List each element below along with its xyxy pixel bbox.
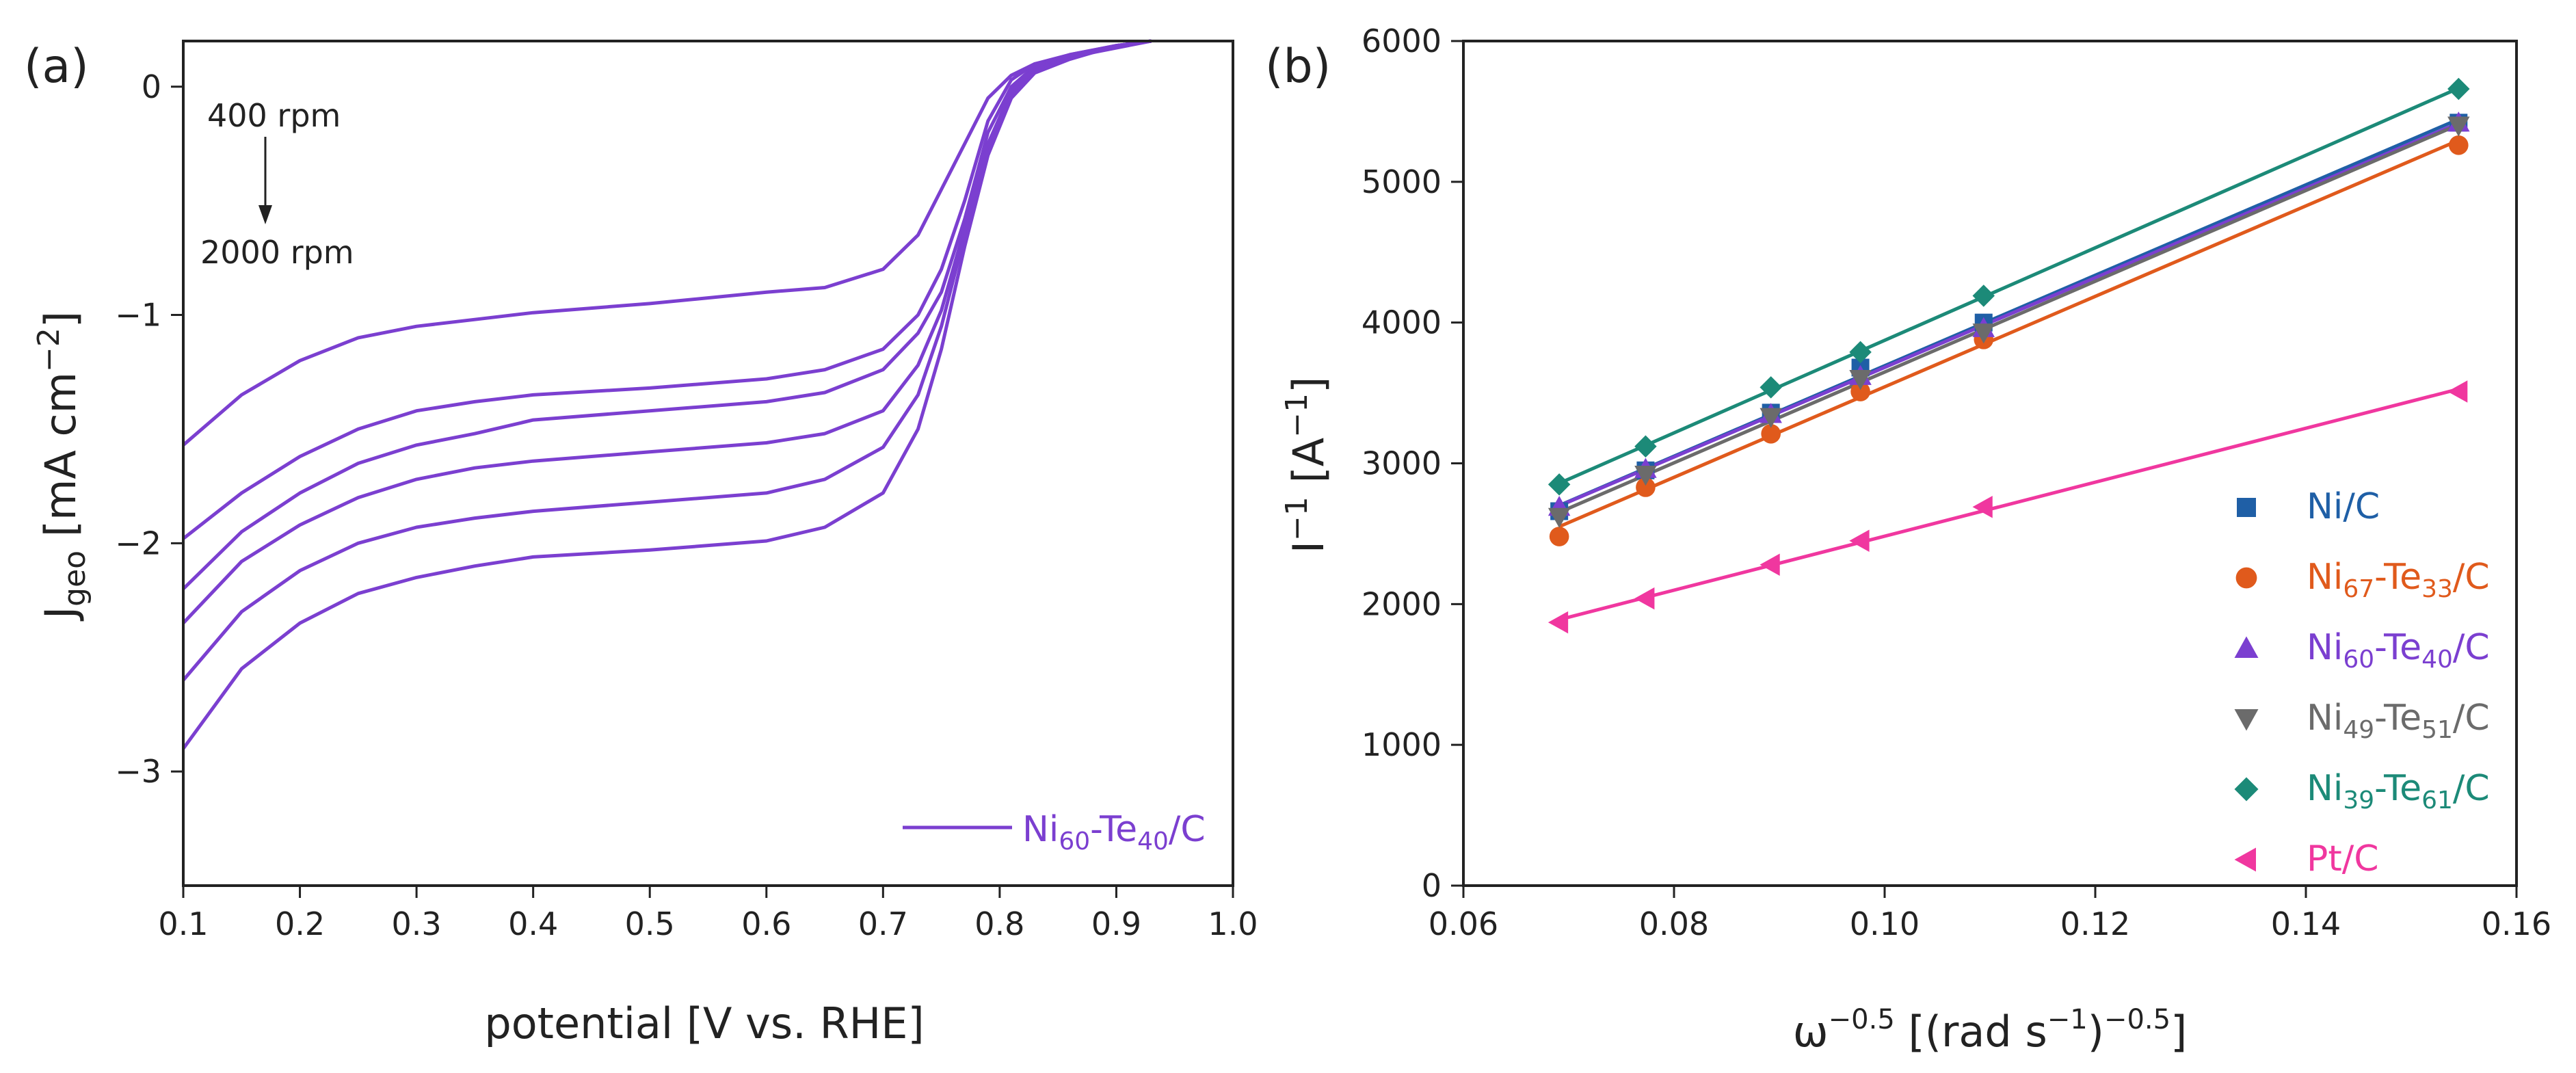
panel-a-y-title: Jgeo [mA cm−2] (31, 311, 92, 622)
panel-b-data-point (1972, 284, 1995, 307)
panel-b-legend-label: Ni60-Te40/C (2307, 627, 2490, 674)
panel-b-legend-marker (2234, 847, 2256, 872)
panel-b-data-point (1849, 370, 1872, 390)
panel-b-ytick-label: 0 (1422, 867, 1442, 904)
panel-b-data-point (1634, 465, 1657, 486)
panel-b-data-point (1549, 527, 1569, 546)
panel-b-legend-marker (2234, 636, 2259, 658)
panel-a-curve (181, 39, 1152, 750)
annotation-400rpm: 400 rpm (207, 97, 341, 134)
panel-b-legend: Ni/C Ni67-Te33/C Ni60-Te40/C Ni49-Te51/C Ni3… (2234, 486, 2490, 879)
panel-b-data-point (1634, 587, 1655, 610)
panel-b-data-point (1760, 408, 1782, 428)
panel-b-data-point (2447, 116, 2470, 137)
panel-a-xtick-label: 0.7 (858, 905, 908, 942)
panel-a-curve (182, 39, 1152, 624)
panel-b-data-point (1972, 323, 1995, 344)
panel-a-xtick-label: 0.1 (158, 905, 208, 942)
panel-a-curve (182, 39, 1152, 540)
panel-a-x-title: potential [V vs. RHE] (484, 998, 924, 1048)
panel-b-legend-label: Ni39-Te61/C (2307, 768, 2490, 814)
panel-a-xtick-label: 0.5 (625, 905, 675, 942)
annotation-arrowhead (258, 205, 272, 224)
panel-b-frame (1462, 40, 2518, 887)
panel-a-series (181, 39, 1152, 750)
panel-b-ytick-label: 5000 (1362, 163, 1442, 200)
panel-a-xtick-label: 0.4 (508, 905, 558, 942)
panel-a-curve (182, 39, 1152, 682)
panel-b-legend-label: Pt/C (2307, 838, 2379, 879)
panel-b-legend-label: Ni/C (2307, 486, 2380, 527)
panel-b-label: (b) (1265, 40, 1331, 94)
panel-a-frame (182, 40, 1234, 887)
panel-b-data-point (1849, 529, 1870, 552)
panel-b-xtick-label: 0.10 (1850, 905, 1920, 942)
panel-b-xtick-label: 0.14 (2271, 905, 2341, 942)
panel-b-ytick-label: 4000 (1362, 304, 1442, 341)
panel-b-data-point (1636, 477, 1656, 497)
panel-b-data-point (2449, 135, 2469, 155)
panel-b-data-point (1760, 553, 1780, 576)
panel-b-legend-label: Ni49-Te51/C (2307, 698, 2490, 744)
panel-a-curve (182, 39, 1152, 590)
panel-a: (a) 0.1 0.2 0.3 0.4 0.5 0.6 0.7 0.8 0.9 1.0 0 −1 −2 −… (24, 39, 1258, 1048)
panel-b: (b) 0.06 0.08 0.10 0.12 0.14 0.16 0 1000 2000 300… (1265, 23, 2551, 1057)
annotation-2000rpm: 2000 rpm (200, 234, 354, 271)
panel-a-xtick-label: 1.0 (1208, 905, 1258, 942)
panel-b-fit-line (1558, 138, 2460, 529)
panel-b-data-point (1850, 382, 1870, 401)
panel-a-xtick-label: 0.9 (1091, 905, 1141, 942)
panel-a-ticks: 0.1 0.2 0.3 0.4 0.5 0.6 0.7 0.8 0.9 1.0 0 −1 −2 −3 (115, 68, 1258, 942)
panel-b-y-title: I−1 [A−1] (1279, 377, 1333, 554)
panel-b-data-point (2447, 77, 2470, 101)
panel-b-ytick-label: 6000 (1362, 23, 1442, 59)
panel-a-legend-label: Ni60-Te40/C (1022, 809, 1206, 856)
panel-a-xtick-label: 0.2 (275, 905, 325, 942)
panel-b-data-point (1634, 435, 1657, 458)
panel-b-xtick-label: 0.06 (1429, 905, 1498, 942)
panel-b-legend-marker (2234, 777, 2259, 802)
panel-a-ytick-label: −1 (115, 297, 161, 334)
panel-b-ytick-label: 1000 (1362, 726, 1442, 763)
panel-b-data-point (1760, 376, 1782, 399)
panel-b-xtick-label: 0.12 (2060, 905, 2130, 942)
panel-a-ytick-label: 0 (142, 68, 161, 105)
panel-a-xtick-label: 0.8 (974, 905, 1024, 942)
panel-b-fit-line (1558, 121, 2460, 508)
panel-a-xtick-label: 0.6 (741, 905, 791, 942)
panel-b-data-point (1548, 507, 1571, 528)
panel-b-x-title: ω−0.5 [(rad s−1)−0.5] (1793, 1004, 2188, 1057)
panel-b-series (1548, 77, 2470, 634)
panel-b-data-point (1849, 341, 1872, 364)
panel-b-data-point (1761, 423, 1781, 444)
panel-b-fit-line (1558, 122, 2460, 514)
panel-b-ytick-label: 3000 (1362, 445, 1442, 482)
panel-b-xtick-label: 0.08 (1639, 905, 1709, 942)
panel-b-xtick-label: 0.16 (2482, 905, 2551, 942)
panel-b-fit-line (1558, 86, 2460, 486)
panel-b-legend-label: Ni67-Te33/C (2307, 557, 2490, 603)
panel-b-fit-line (1558, 387, 2459, 622)
panel-b-legend-marker (2237, 498, 2256, 517)
panel-b-ytick-label: 2000 (1362, 585, 1442, 622)
panel-a-xtick-label: 0.3 (392, 905, 442, 942)
panel-b-data-point (1972, 496, 1993, 518)
panel-b-data-point (1548, 611, 1569, 634)
panel-a-label: (a) (24, 40, 89, 94)
panel-b-data-point (2447, 380, 2468, 403)
panel-b-legend-marker (2234, 709, 2259, 731)
panel-b-ticks: 0.06 0.08 0.10 0.12 0.14 0.16 0 1000 2000 3000 400… (1362, 23, 2551, 942)
panel-b-legend-marker (2235, 567, 2257, 589)
panel-b-data-point (1548, 473, 1571, 496)
panel-a-ytick-label: −2 (115, 525, 161, 561)
panel-a-ytick-label: −3 (115, 753, 161, 790)
